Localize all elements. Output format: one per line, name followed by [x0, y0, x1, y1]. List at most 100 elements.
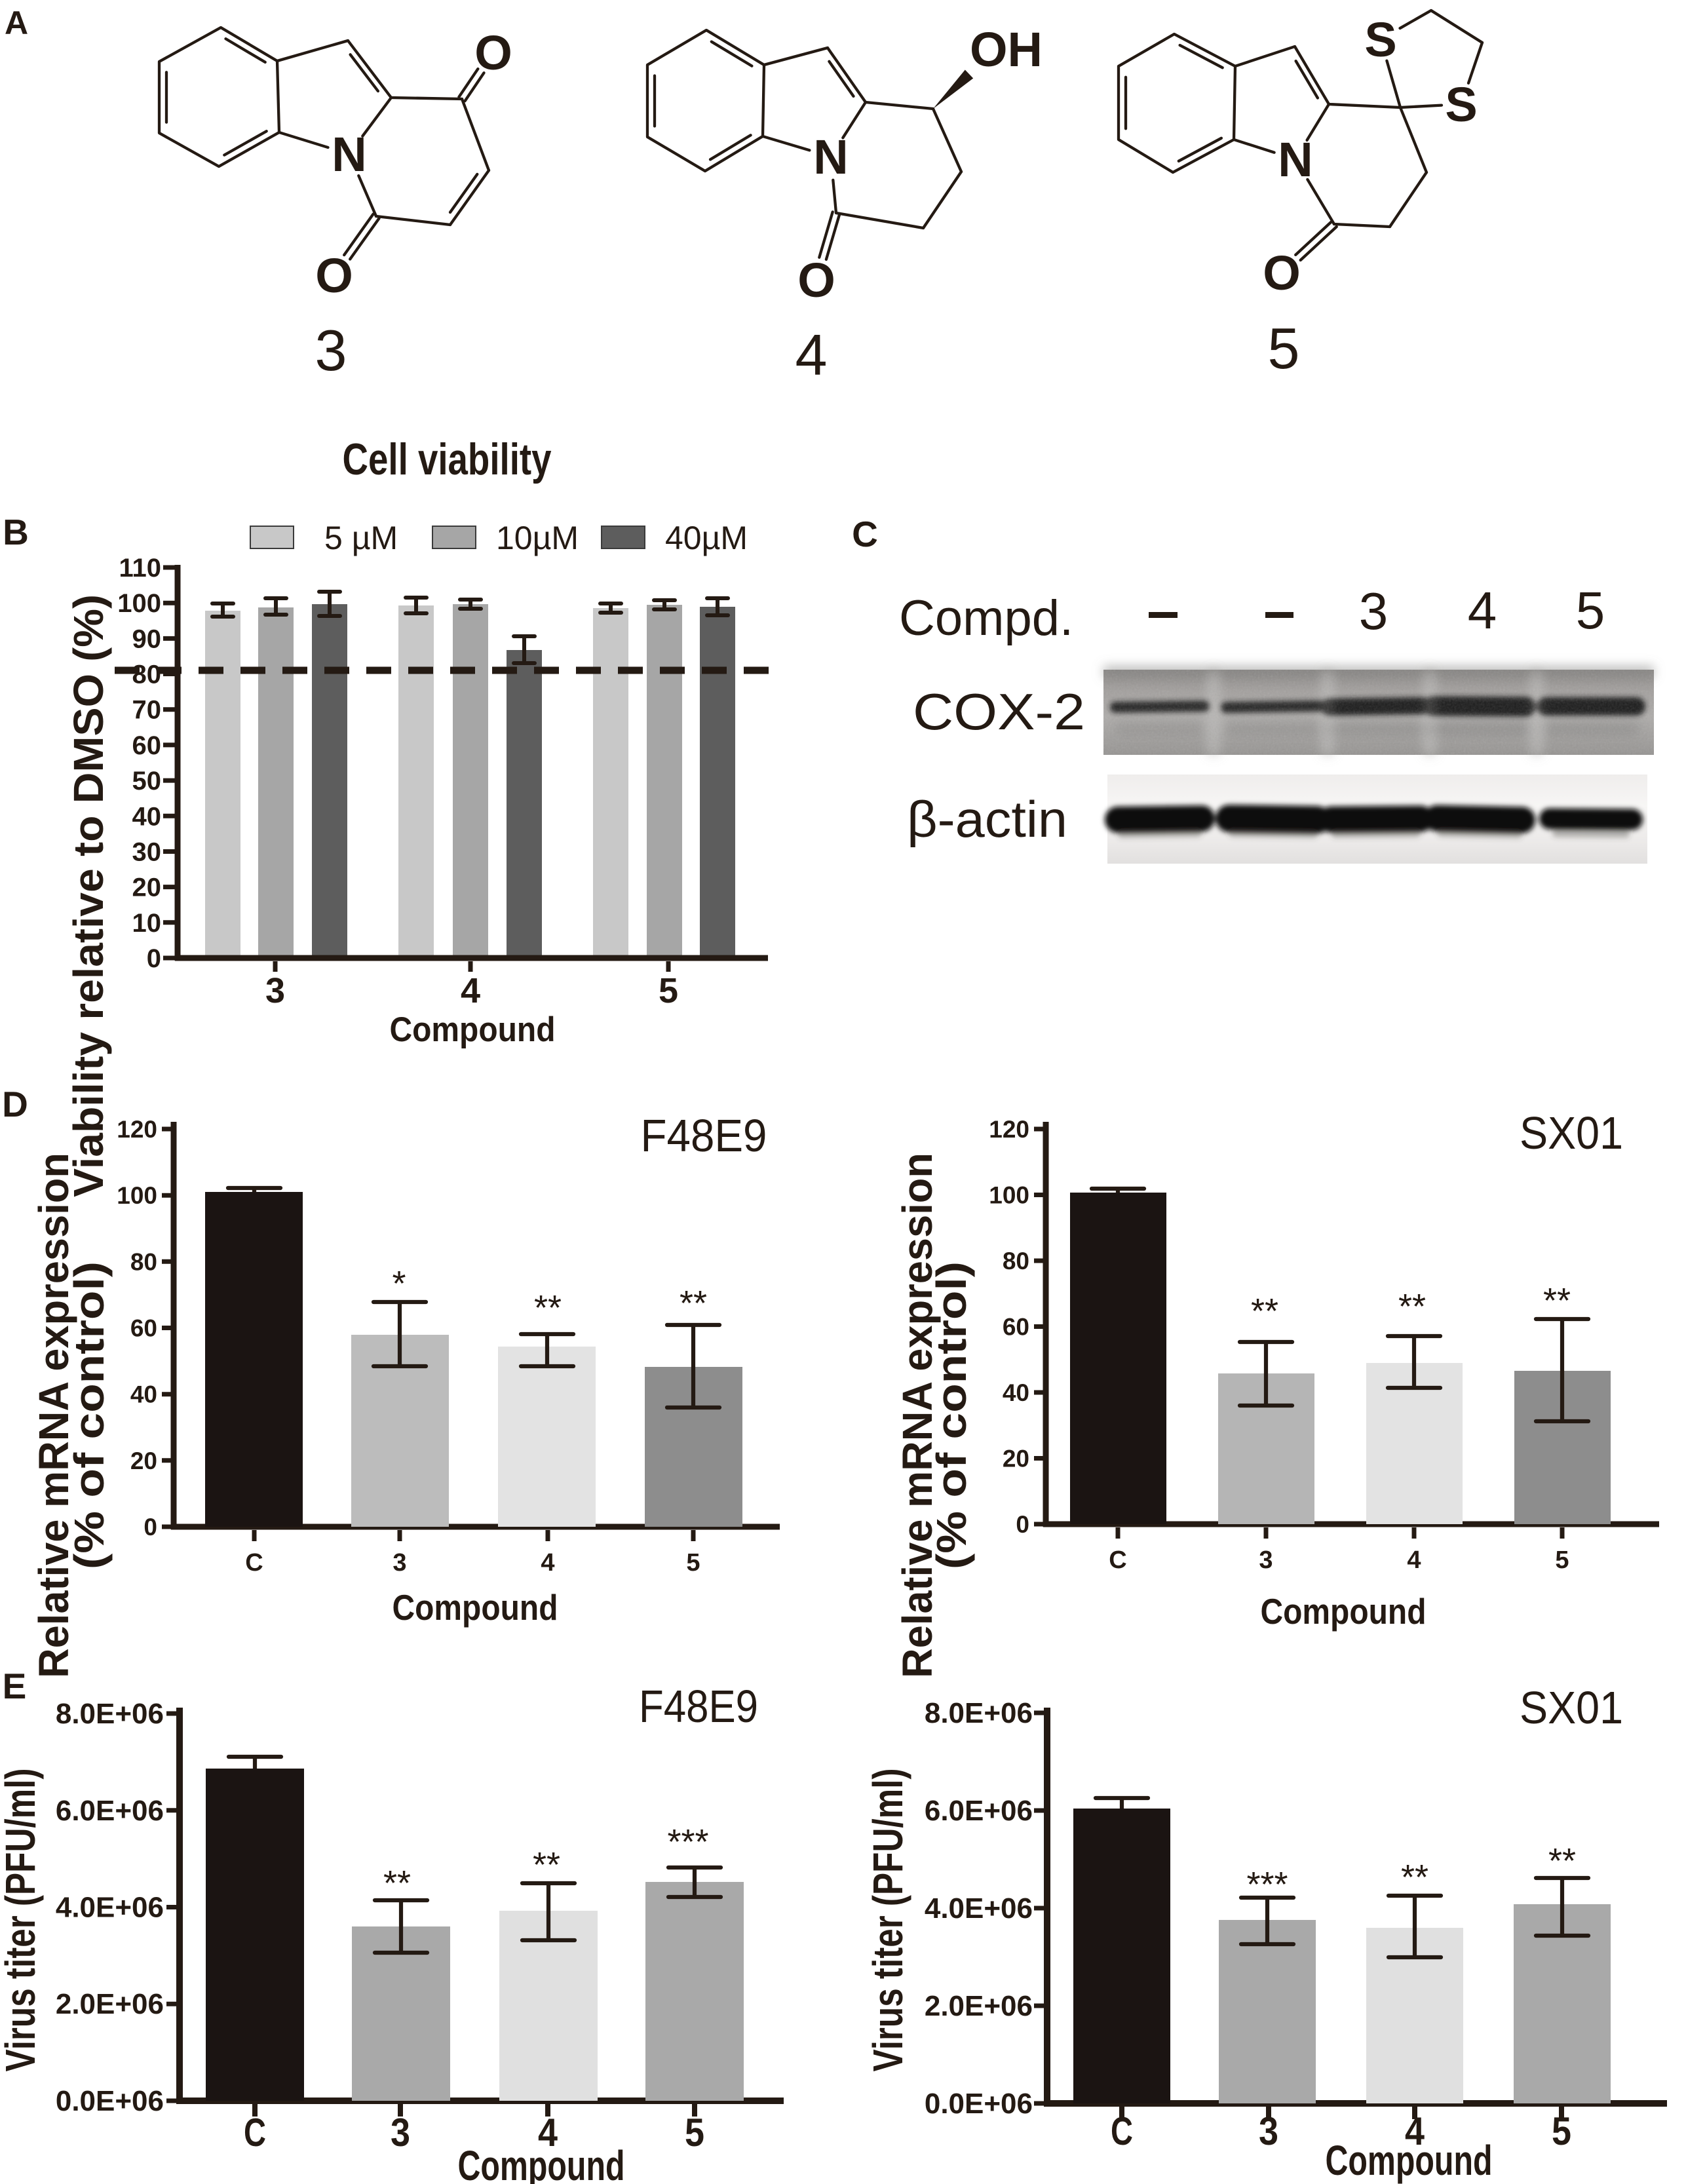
svg-text:Virus titer (PFU/ml): Virus titer (PFU/ml)	[0, 1769, 44, 2072]
svg-text:S: S	[1364, 12, 1396, 67]
svg-text:B: B	[3, 512, 29, 552]
svg-text:C: C	[1111, 2109, 1133, 2153]
svg-text:Compound: Compound	[1326, 2137, 1493, 2184]
svg-text:8.0E+06: 8.0E+06	[925, 1697, 1033, 1729]
svg-text:5: 5	[686, 1549, 700, 1577]
svg-text:**: **	[1251, 1292, 1278, 1331]
svg-text:6.0E+06: 6.0E+06	[925, 1795, 1033, 1827]
svg-text:4: 4	[541, 1549, 554, 1577]
svg-text:50: 50	[132, 767, 162, 795]
svg-text:80: 80	[130, 1248, 157, 1275]
svg-text:4: 4	[1407, 1546, 1421, 1574]
svg-text:40: 40	[132, 802, 162, 831]
svg-text:SX01: SX01	[1520, 1107, 1623, 1159]
svg-text:N: N	[813, 130, 848, 184]
svg-text:OH: OH	[970, 22, 1043, 77]
svg-text:O: O	[797, 253, 835, 307]
svg-text:C: C	[244, 2111, 266, 2155]
svg-text:3: 3	[1259, 2109, 1278, 2153]
svg-text:20: 20	[130, 1447, 157, 1474]
svg-text:5: 5	[1552, 2109, 1571, 2153]
svg-text:Cell viability: Cell viability	[343, 434, 552, 484]
svg-text:A: A	[5, 5, 28, 41]
svg-text:Compd.: Compd.	[899, 590, 1073, 646]
svg-text:C: C	[245, 1549, 263, 1577]
svg-text:S: S	[1445, 77, 1477, 132]
svg-text:8.0E+06: 8.0E+06	[56, 1698, 164, 1730]
svg-text:0: 0	[1016, 1511, 1029, 1538]
svg-text:3: 3	[1259, 1546, 1273, 1574]
svg-text:100: 100	[117, 589, 161, 618]
svg-text:**: **	[1398, 1287, 1426, 1326]
svg-text:4: 4	[461, 971, 480, 1010]
svg-text:0.0E+06: 0.0E+06	[56, 2085, 164, 2117]
svg-text:(% of control): (% of control)	[66, 1261, 113, 1569]
svg-text:2.0E+06: 2.0E+06	[925, 1990, 1033, 2022]
svg-text:**: **	[533, 1845, 560, 1885]
svg-text:4: 4	[538, 2111, 558, 2155]
svg-text:60: 60	[130, 1315, 157, 1342]
svg-text:E: E	[3, 1666, 27, 1706]
svg-text:120: 120	[989, 1116, 1029, 1143]
svg-text:O: O	[474, 26, 512, 80]
svg-text:3: 3	[1359, 582, 1389, 640]
svg-text:**: **	[680, 1284, 707, 1323]
svg-text:N: N	[1278, 132, 1312, 187]
svg-text:100: 100	[989, 1182, 1029, 1209]
svg-text:5: 5	[1555, 1546, 1569, 1574]
svg-text:40µM: 40µM	[665, 520, 748, 556]
svg-text:Viability relative to DMSO (%): Viability relative to DMSO (%)	[65, 594, 112, 1197]
svg-text:80: 80	[1003, 1248, 1029, 1274]
svg-text:4: 4	[795, 322, 828, 387]
svg-text:60: 60	[1003, 1314, 1029, 1341]
svg-text:***: ***	[667, 1822, 708, 1862]
svg-text:80: 80	[132, 661, 162, 689]
svg-text:4.0E+06: 4.0E+06	[925, 1892, 1033, 1925]
svg-text:10: 10	[132, 909, 162, 938]
svg-text:**: **	[1543, 1281, 1571, 1320]
svg-text:70: 70	[132, 696, 162, 725]
svg-text:90: 90	[132, 624, 162, 653]
svg-text:F48E9: F48E9	[641, 1110, 767, 1161]
svg-text:SX01: SX01	[1520, 1682, 1623, 1733]
svg-text:5 µM: 5 µM	[324, 520, 398, 556]
svg-text:40: 40	[130, 1381, 157, 1408]
svg-text:0: 0	[147, 944, 161, 973]
svg-text:COX-2: COX-2	[913, 683, 1085, 740]
svg-text:**: **	[1401, 1858, 1428, 1897]
svg-text:C: C	[1109, 1546, 1126, 1574]
svg-text:N: N	[332, 127, 366, 182]
svg-text:F48E9: F48E9	[639, 1681, 758, 1732]
svg-text:3: 3	[315, 318, 347, 383]
svg-text:(% of control): (% of control)	[928, 1261, 975, 1569]
svg-text:Virus titer (PFU/ml): Virus titer (PFU/ml)	[864, 1769, 911, 2072]
svg-text:5: 5	[659, 971, 678, 1010]
svg-text:3: 3	[391, 2111, 410, 2155]
svg-text:3: 3	[265, 971, 285, 1010]
svg-text:0.0E+06: 0.0E+06	[925, 2088, 1033, 2120]
svg-text:60: 60	[132, 731, 162, 760]
svg-text:100: 100	[117, 1182, 157, 1209]
svg-text:O: O	[1263, 246, 1301, 300]
svg-text:*: *	[392, 1264, 406, 1303]
svg-text:5: 5	[685, 2111, 704, 2155]
svg-text:Relative mRNA expression: Relative mRNA expression	[30, 1153, 77, 1678]
svg-text:C: C	[852, 514, 878, 554]
svg-text:40: 40	[1003, 1379, 1029, 1406]
svg-text:Compound: Compound	[393, 1587, 558, 1628]
svg-text:6.0E+06: 6.0E+06	[56, 1795, 164, 1827]
svg-text:**: **	[534, 1288, 562, 1328]
svg-text:**: **	[383, 1864, 411, 1903]
svg-text:Compound: Compound	[458, 2142, 625, 2184]
svg-text:30: 30	[132, 838, 162, 867]
svg-text:3: 3	[393, 1549, 406, 1577]
svg-text:**: **	[1548, 1841, 1576, 1881]
svg-text:4: 4	[1468, 581, 1497, 640]
svg-text:110: 110	[119, 554, 161, 583]
svg-text:O: O	[315, 248, 353, 303]
svg-text:Compound: Compound	[390, 1010, 556, 1049]
svg-text:120: 120	[117, 1116, 157, 1143]
svg-text:5: 5	[1576, 581, 1605, 640]
svg-text:Compound: Compound	[1261, 1591, 1427, 1632]
svg-text:20: 20	[132, 873, 162, 902]
